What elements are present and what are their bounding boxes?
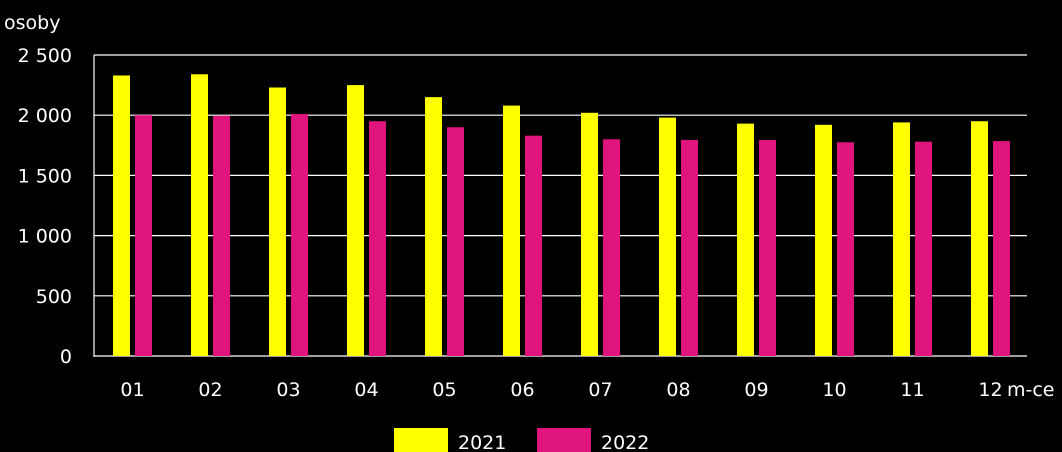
bar-2022-12 bbox=[993, 141, 1010, 356]
y-tick-label: 2 000 bbox=[18, 105, 72, 127]
bar-2022-11 bbox=[915, 141, 932, 356]
legend: 2021 2022 bbox=[394, 428, 649, 452]
y-tick-label: 0 bbox=[60, 346, 72, 368]
bar-2022-05 bbox=[447, 127, 464, 357]
x-tick-label: 05 bbox=[432, 379, 456, 401]
bar-2022-10 bbox=[837, 142, 854, 356]
x-tick-label: 11 bbox=[900, 379, 924, 401]
x-tick-label: 02 bbox=[198, 379, 222, 401]
x-tick-label: 10 bbox=[822, 379, 846, 401]
x-tick-labels: 01 02 03 04 05 06 07 08 09 10 11 12 bbox=[120, 379, 1002, 401]
y-tick-label: 500 bbox=[36, 286, 72, 308]
x-axis-label: m-ce bbox=[1007, 379, 1055, 401]
x-tick-label: 09 bbox=[744, 379, 768, 401]
y-tick-label: 2 500 bbox=[18, 45, 72, 67]
bar-2022-07 bbox=[603, 139, 620, 356]
bar-2021-03 bbox=[269, 87, 286, 357]
legend-swatch-2021 bbox=[394, 428, 448, 452]
legend-label-2022: 2022 bbox=[601, 432, 649, 452]
bar-2021-06 bbox=[503, 105, 520, 357]
bar-2021-07 bbox=[581, 112, 598, 357]
bar-2021-11 bbox=[893, 122, 910, 356]
grid-lines bbox=[94, 54, 1027, 357]
bar-2022-04 bbox=[369, 121, 386, 356]
y-tick-labels: 0 500 1 000 1 500 2 000 2 500 bbox=[18, 45, 72, 368]
x-tick-label: 06 bbox=[510, 379, 534, 401]
bar-2021-10 bbox=[815, 124, 832, 356]
y-tick-label: 1 500 bbox=[18, 165, 72, 187]
legend-label-2021: 2021 bbox=[458, 432, 506, 452]
bar-2021-09 bbox=[737, 123, 754, 357]
x-tick-label: 03 bbox=[276, 379, 300, 401]
x-tick-label: 12 bbox=[978, 379, 1002, 401]
x-tick-label: 01 bbox=[120, 379, 144, 401]
bar-2021-08 bbox=[659, 117, 676, 356]
y-tick-label: 1 000 bbox=[18, 226, 72, 248]
bar-2022-08 bbox=[681, 139, 698, 356]
legend-swatch-2022 bbox=[537, 428, 591, 452]
bar-2021-01 bbox=[113, 75, 130, 356]
bar-2021-05 bbox=[425, 97, 442, 356]
bar-2021-04 bbox=[347, 85, 364, 356]
bar-2022-01 bbox=[135, 115, 152, 356]
bar-2022-03 bbox=[291, 113, 308, 356]
x-tick-label: 07 bbox=[588, 379, 612, 401]
bar-2022-09 bbox=[759, 139, 776, 356]
x-tick-label: 04 bbox=[354, 379, 378, 401]
x-tick-label: 08 bbox=[666, 379, 690, 401]
bar-2021-02 bbox=[191, 74, 208, 356]
bar-2022-02 bbox=[213, 115, 230, 356]
bars bbox=[113, 74, 1010, 357]
y-axis-label: osoby bbox=[4, 12, 60, 34]
bar-2021-12 bbox=[971, 121, 988, 356]
bar-2022-06 bbox=[525, 135, 542, 356]
